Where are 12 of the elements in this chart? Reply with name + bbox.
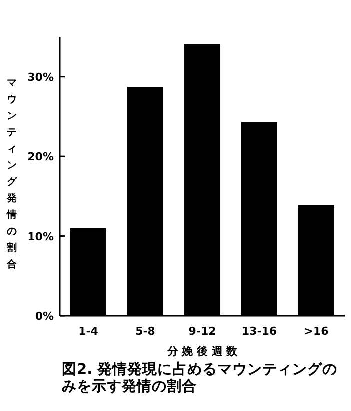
text: 図2. 発情発現に占めるマウンティングのみを示す発情の割合 (62, 362, 339, 396)
x-tick-label: 9-12 (188, 325, 216, 338)
text: マウンティング発情の割合 (7, 78, 17, 270)
y-tick-label: 0% (35, 310, 54, 323)
y-tick-label: 10% (28, 230, 54, 244)
x-tick-label: 1-4 (78, 325, 99, 338)
x-tick-label: 13-16 (242, 325, 278, 338)
y-tick-label: 30% (28, 70, 54, 84)
x-tick-label: >16 (304, 325, 330, 338)
y-tick-label: 20% (28, 150, 54, 164)
x-axis-title: 分 娩 後 週 数 (166, 345, 239, 358)
x-tick-label: 5-8 (136, 325, 156, 338)
